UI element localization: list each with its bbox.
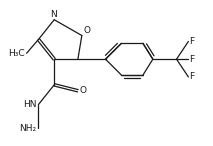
Text: F: F xyxy=(189,55,194,64)
Text: N: N xyxy=(50,10,57,19)
Text: NH₂: NH₂ xyxy=(19,124,36,133)
Text: F: F xyxy=(189,37,194,46)
Text: F: F xyxy=(189,72,194,81)
Text: HN: HN xyxy=(23,100,36,109)
Text: H₃C: H₃C xyxy=(8,49,25,58)
Text: O: O xyxy=(84,26,91,34)
Text: O: O xyxy=(80,86,87,95)
